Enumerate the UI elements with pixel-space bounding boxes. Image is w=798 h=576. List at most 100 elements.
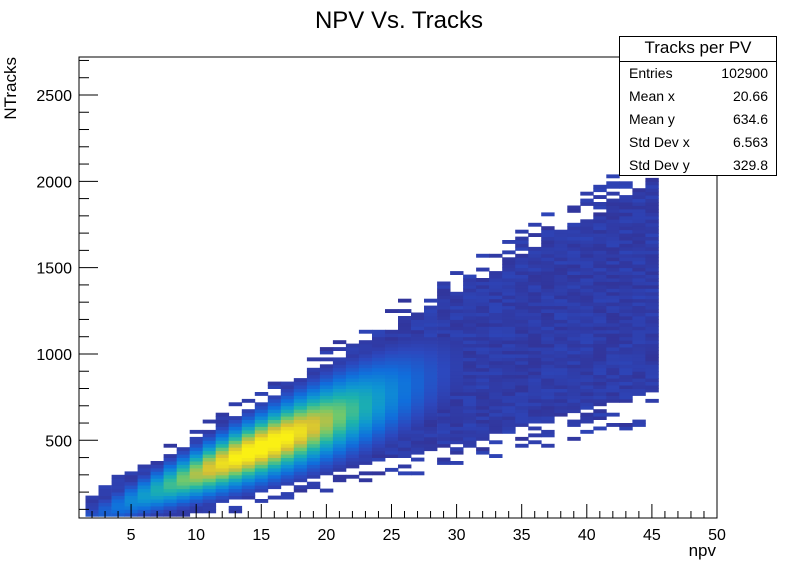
heatmap-cell <box>372 399 385 403</box>
heatmap-cell <box>593 402 606 406</box>
heatmap-cell <box>567 295 580 299</box>
heatmap-cell <box>411 423 424 427</box>
heatmap-cell <box>372 423 385 427</box>
heatmap-cell <box>398 309 411 313</box>
heatmap-cell <box>632 188 645 192</box>
heatmap-cell <box>450 313 463 317</box>
heatmap-cell <box>541 351 554 355</box>
heatmap-cell <box>606 375 619 379</box>
heatmap-cell <box>619 223 632 227</box>
heatmap-cell <box>476 368 489 372</box>
heatmap-cell <box>385 413 398 417</box>
heatmap-cell <box>528 402 541 406</box>
heatmap-cell <box>541 444 554 448</box>
heatmap-cell <box>502 402 515 406</box>
heatmap-cell <box>554 254 567 258</box>
heatmap-cell <box>320 440 333 444</box>
heatmap-cell <box>489 364 502 368</box>
heatmap-cell <box>580 192 593 196</box>
heatmap-cell <box>138 496 151 500</box>
heatmap-cell <box>606 392 619 396</box>
heatmap-cell <box>541 271 554 275</box>
heatmap-cell <box>333 368 346 372</box>
heatmap-cell <box>541 282 554 286</box>
heatmap-cell <box>112 503 125 507</box>
heatmap-cell <box>515 368 528 372</box>
heatmap-cell <box>528 361 541 365</box>
heatmap-cell <box>463 364 476 368</box>
heatmap-cell <box>255 433 268 437</box>
heatmap-cell <box>125 496 138 500</box>
heatmap-cell <box>606 337 619 341</box>
heatmap-cell <box>281 468 294 472</box>
heatmap-cell <box>450 378 463 382</box>
heatmap-cell <box>320 427 333 431</box>
heatmap-cell <box>164 482 177 486</box>
heatmap-cell <box>606 357 619 361</box>
heatmap-cell <box>177 492 190 496</box>
heatmap-cell <box>437 440 450 444</box>
heatmap-cell <box>515 402 528 406</box>
heatmap-cell <box>294 395 307 399</box>
heatmap-cell <box>463 351 476 355</box>
heatmap-cell <box>229 475 242 479</box>
heatmap-cell <box>580 354 593 358</box>
heatmap-cell <box>268 406 281 410</box>
heatmap-cell <box>190 458 203 462</box>
heatmap-cell <box>580 219 593 223</box>
heatmap-cell <box>385 440 398 444</box>
heatmap-cell <box>411 451 424 455</box>
heatmap-cell <box>463 347 476 351</box>
heatmap-cell <box>437 361 450 365</box>
heatmap-cell <box>437 427 450 431</box>
heatmap-cell <box>307 447 320 451</box>
heatmap-cell <box>463 413 476 417</box>
chart-title: NPV Vs. Tracks <box>315 7 483 34</box>
heatmap-cell <box>255 437 268 441</box>
heatmap-cell <box>398 395 411 399</box>
heatmap-cell <box>515 375 528 379</box>
heatmap-cell <box>632 389 645 393</box>
heatmap-cell <box>164 499 177 503</box>
heatmap-cell <box>346 447 359 451</box>
heatmap-cell <box>450 399 463 403</box>
heatmap-cell <box>528 357 541 361</box>
heatmap-cell <box>372 385 385 389</box>
heatmap-cell <box>476 409 489 413</box>
heatmap-cell <box>125 475 138 479</box>
heatmap-cell <box>502 423 515 427</box>
heatmap-cell <box>528 368 541 372</box>
heatmap-cell <box>164 454 177 458</box>
heatmap-cell <box>346 354 359 358</box>
heatmap-cell <box>242 420 255 424</box>
heatmap-cell <box>632 382 645 386</box>
heatmap-cell <box>411 440 424 444</box>
heatmap-cell <box>190 489 203 493</box>
heatmap-cell <box>593 427 606 431</box>
heatmap-cell <box>632 292 645 296</box>
heatmap-cell <box>554 257 567 261</box>
heatmap-cell <box>554 354 567 358</box>
heatmap-cell <box>411 337 424 341</box>
heatmap-cell <box>554 399 567 403</box>
heatmap-cell <box>567 364 580 368</box>
heatmap-cell <box>216 430 229 434</box>
heatmap-cell <box>138 478 151 482</box>
heatmap-cell <box>541 420 554 424</box>
heatmap-cell <box>619 326 632 330</box>
heatmap-cell <box>515 319 528 323</box>
heatmap-cell <box>489 319 502 323</box>
heatmap-cell <box>528 302 541 306</box>
heatmap-cell <box>242 465 255 469</box>
heatmap-cell <box>632 326 645 330</box>
heatmap-cell <box>151 475 164 479</box>
heatmap-cell <box>268 385 281 389</box>
heatmap-cell <box>359 354 372 358</box>
stats-mean-y-label: Mean y <box>629 108 675 131</box>
heatmap-cell <box>515 385 528 389</box>
heatmap-cell <box>541 392 554 396</box>
heatmap-cell <box>398 316 411 320</box>
heatmap-cell <box>463 409 476 413</box>
heatmap-cell <box>528 278 541 282</box>
heatmap-cell <box>619 427 632 431</box>
